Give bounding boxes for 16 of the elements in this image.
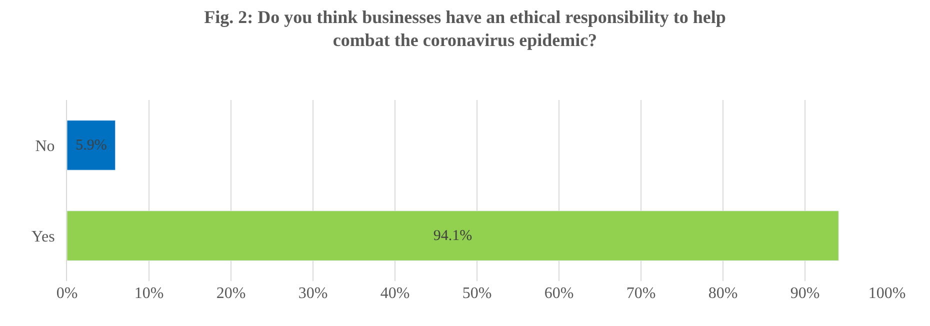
chart-title: Fig. 2: Do you think businesses have an ethical responsibility to help combat the coronavirus epidemic? [204, 6, 726, 50]
x-tick-label: 30% [298, 285, 328, 302]
x-tick-label: 10% [134, 285, 164, 302]
x-tick-label: 80% [708, 285, 738, 302]
x-tick-label: 70% [626, 285, 656, 302]
x-tick-label: 20% [216, 285, 246, 302]
x-tick-label: 90% [790, 285, 820, 302]
x-tick-label: 100% [868, 285, 906, 302]
x-tick-label: 50% [462, 285, 492, 302]
x-tick-label: 40% [380, 285, 410, 302]
y-tick-label: Yes [32, 228, 55, 246]
data-label: 94.1% [433, 228, 472, 244]
y-tick-label: No [35, 138, 55, 155]
x-tick-label: 0% [56, 285, 78, 302]
x-tick-label: 60% [544, 285, 574, 302]
data-label: 5.9% [76, 137, 107, 154]
